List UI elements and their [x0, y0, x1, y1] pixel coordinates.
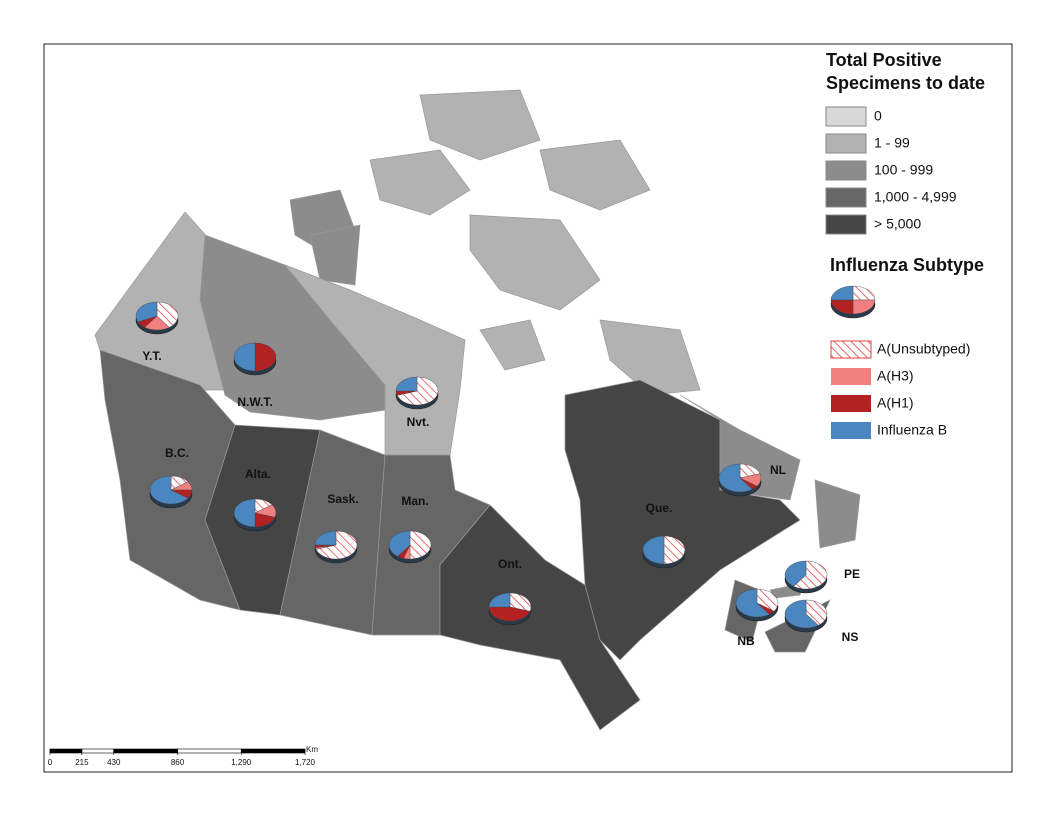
- region: [419, 89, 541, 161]
- legend-title: Influenza Subtype: [830, 255, 984, 275]
- legend-swatch: [825, 133, 867, 154]
- pie-slice: [315, 530, 358, 560]
- pie-slice: [830, 299, 854, 315]
- legend-swatch: [825, 214, 867, 235]
- pie-slice: [395, 376, 418, 392]
- pie-slice: [509, 592, 532, 612]
- scale-segment: [49, 748, 83, 754]
- scale-label: 0: [48, 758, 53, 767]
- pie-slice: [233, 498, 256, 528]
- pie-slice: [793, 560, 828, 590]
- pie-slice: [314, 530, 337, 546]
- scale-segment: [240, 748, 306, 754]
- pie-slice: [409, 530, 432, 560]
- region-label: NS: [842, 630, 859, 644]
- pie-slice: [156, 301, 179, 328]
- pie-slice: [254, 342, 277, 372]
- region-label: Alta.: [245, 467, 271, 481]
- region: [469, 214, 601, 311]
- region-label: Ont.: [498, 557, 522, 571]
- scale-segment: [177, 748, 242, 754]
- pie-slice: [233, 342, 256, 372]
- region-label: Man.: [401, 494, 428, 508]
- pie-slice: [135, 301, 158, 323]
- pie-slice: [396, 376, 439, 406]
- pie-slice: [852, 299, 876, 315]
- legend-label: Influenza B: [877, 422, 947, 438]
- legend-swatch: [831, 368, 871, 385]
- region-label: Y.T.: [142, 349, 161, 363]
- legend-swatch: [830, 340, 872, 359]
- legend-title: Total Positive Specimens to date: [826, 50, 985, 93]
- scale-label: 1,720: [295, 758, 316, 767]
- legend-label: A(Unsubtyped): [877, 341, 970, 357]
- legend-swatch: [831, 395, 871, 412]
- region-label: NB: [737, 634, 755, 648]
- legend-swatch: [831, 422, 871, 439]
- region-label: B.C.: [165, 446, 189, 460]
- pie-slice: [663, 535, 686, 565]
- region: [309, 224, 361, 286]
- legend-label: 1 - 99: [874, 135, 910, 151]
- pie-slice: [388, 530, 411, 557]
- pie-slice: [642, 535, 665, 565]
- region: [369, 149, 471, 216]
- pie-slice: [805, 599, 828, 626]
- pie-slice: [756, 588, 779, 612]
- pie-slice: [830, 285, 854, 301]
- legend-label: 1,000 - 4,999: [874, 189, 957, 205]
- scale-label: 1,290: [231, 758, 252, 767]
- region-label: Que.: [646, 501, 673, 515]
- pie-slice: [852, 285, 876, 301]
- scale-label: 430: [107, 758, 121, 767]
- region: [479, 319, 546, 371]
- region: [539, 139, 651, 211]
- scale-unit: Km: [306, 745, 318, 754]
- pie-slice: [784, 599, 819, 629]
- scale-label: 860: [171, 758, 185, 767]
- legend-label: > 5,000: [874, 216, 921, 232]
- region: [599, 319, 701, 396]
- region: [679, 394, 801, 501]
- legend-label: A(H3): [877, 368, 914, 384]
- legend-label: 0: [874, 108, 882, 124]
- legend-label: A(H1): [877, 395, 914, 411]
- region: [439, 504, 641, 731]
- region-label: Sask.: [327, 492, 358, 506]
- legend-swatch: [825, 160, 867, 181]
- pie-slice: [488, 592, 511, 608]
- legend-swatch: [825, 187, 867, 208]
- pie-slice: [149, 475, 189, 505]
- scale-segment: [113, 748, 178, 754]
- scale-label: 215: [75, 758, 89, 767]
- legend-swatch: [825, 106, 867, 127]
- region: [814, 479, 861, 549]
- region-label: PE: [844, 567, 860, 581]
- legend-label: 100 - 999: [874, 162, 933, 178]
- pie-slice: [735, 588, 770, 618]
- pie-slice: [488, 606, 531, 622]
- pie-slice: [718, 463, 753, 493]
- region-label: N.W.T.: [237, 395, 272, 409]
- scale-segment: [81, 748, 115, 754]
- pie-slice: [784, 560, 807, 587]
- region-label: Nvt.: [407, 415, 430, 429]
- region-label: NL: [770, 463, 786, 477]
